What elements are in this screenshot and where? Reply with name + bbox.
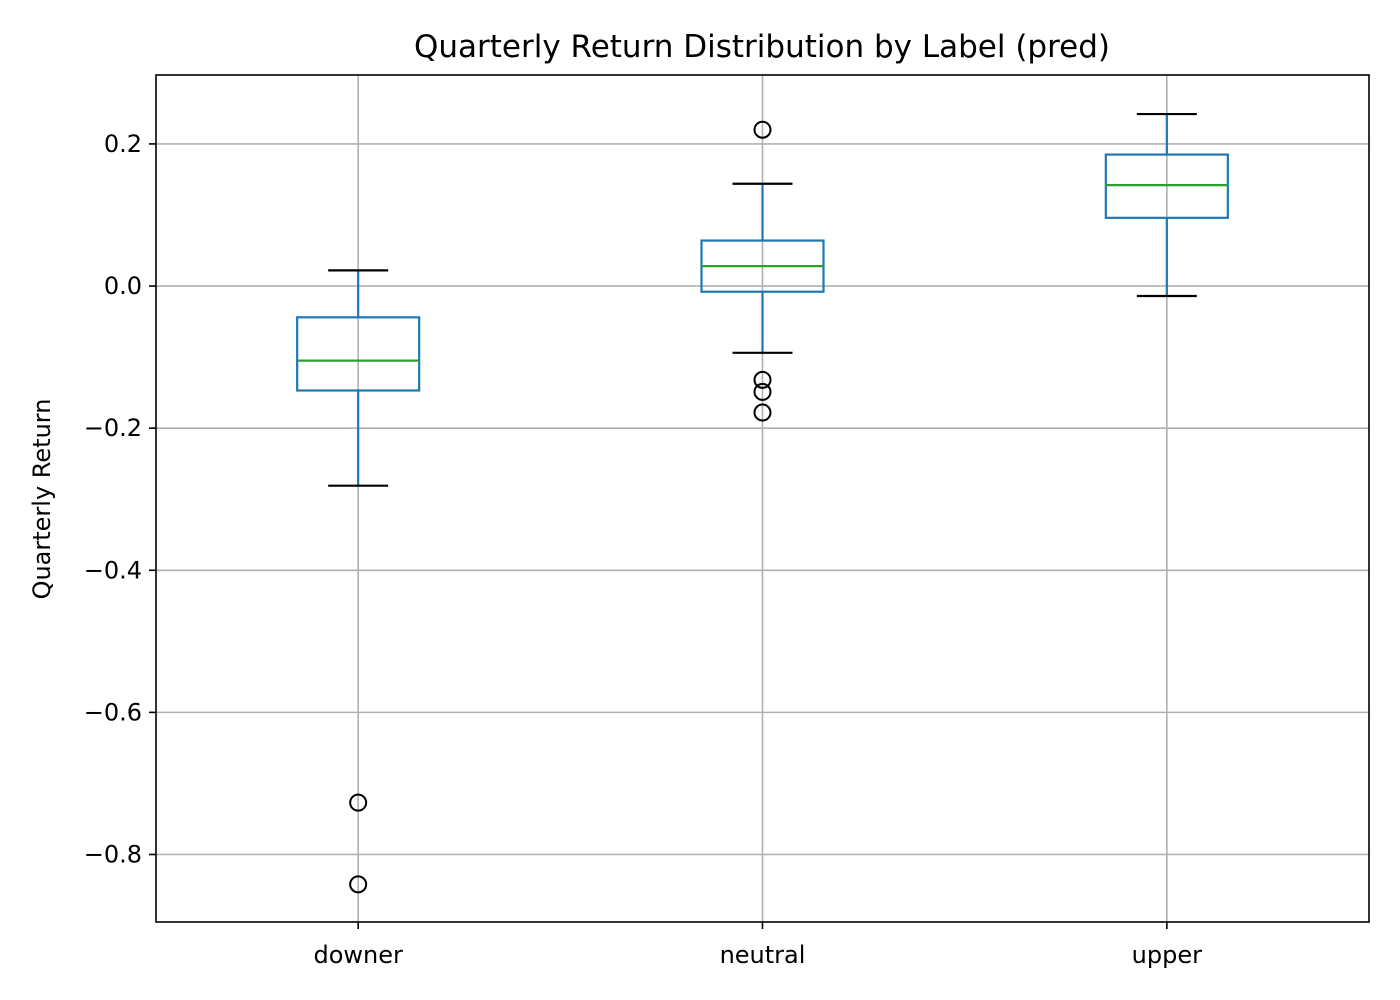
y-tick-label: 0.0: [104, 272, 142, 300]
outlier-point: [753, 382, 772, 401]
x-tick-label: neutral: [720, 941, 806, 969]
outlier-point: [753, 120, 772, 139]
x-tick-label: downer: [313, 941, 403, 969]
y-tick-label: 0.2: [104, 130, 142, 158]
y-axis-label: Quarterly Return: [28, 399, 56, 600]
y-tick-label: −0.2: [84, 414, 142, 442]
outlier-point: [349, 875, 368, 894]
outlier-point: [349, 793, 368, 812]
axis-ticks: 0.2 0.0 −0.2 −0.4 −0.6 −0.8 downer neutral upper: [84, 130, 1202, 969]
box-downer: [296, 269, 421, 894]
chart-title: Quarterly Return Distribution by Label (…: [414, 29, 1110, 65]
boxes-group: [296, 112, 1229, 894]
y-tick-label: −0.6: [84, 698, 142, 726]
y-tick-label: −0.8: [84, 840, 142, 868]
x-tick-label: upper: [1132, 941, 1202, 969]
box-upper: [1104, 112, 1229, 298]
y-tick-label: −0.4: [84, 556, 142, 584]
outlier-point: [753, 370, 772, 389]
box-neutral: [700, 120, 825, 422]
outlier-point: [753, 403, 772, 422]
iqr-box: [296, 316, 421, 392]
